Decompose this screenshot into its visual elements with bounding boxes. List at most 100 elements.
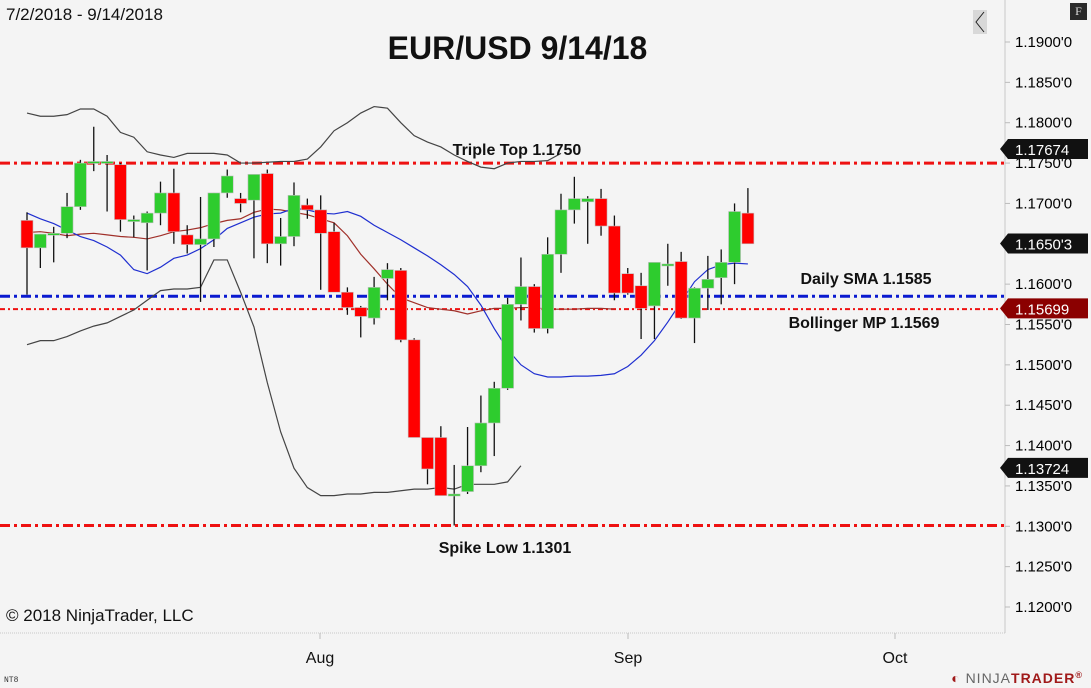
candle[interactable] xyxy=(194,196,207,302)
y-tick-label: 1.1300'0 xyxy=(1015,518,1072,535)
candle[interactable] xyxy=(741,188,755,245)
candle[interactable] xyxy=(60,192,74,239)
candle[interactable] xyxy=(287,182,301,247)
chevron-left-icon xyxy=(975,11,985,33)
sma-line xyxy=(26,207,748,378)
brand-red-text: TRADER xyxy=(1011,670,1076,686)
candle[interactable] xyxy=(661,243,675,286)
candle[interactable] xyxy=(154,181,167,226)
y-tick-label: 1.1750'0 xyxy=(1015,155,1072,172)
candle[interactable] xyxy=(568,176,581,224)
svg-text:1.13724: 1.13724 xyxy=(1015,461,1069,478)
y-tick-label: 1.1600'0 xyxy=(1015,276,1072,293)
candle[interactable] xyxy=(47,226,61,263)
candle[interactable] xyxy=(581,196,595,244)
candle[interactable] xyxy=(114,163,127,232)
daily-sma-annotation: Daily SMA 1.1585 xyxy=(800,271,931,288)
x-tick-label: Aug xyxy=(306,650,334,667)
price-marker-label: 1.15699 xyxy=(1000,298,1088,319)
y-tick-label: 1.1700'0 xyxy=(1015,195,1072,212)
candle[interactable] xyxy=(74,159,87,210)
svg-text:1.1650'3: 1.1650'3 xyxy=(1015,237,1072,254)
ninjatrader-logo: ◐ NINJATRADER® xyxy=(951,670,1083,686)
y-tick-label: 1.1900'0 xyxy=(1015,34,1072,51)
candle[interactable] xyxy=(487,381,501,457)
svg-text:1.15699: 1.15699 xyxy=(1015,301,1069,318)
x-tick-label: Oct xyxy=(883,650,908,667)
candle[interactable] xyxy=(701,255,715,310)
candle[interactable] xyxy=(608,215,621,301)
candle[interactable] xyxy=(100,154,114,212)
candle[interactable] xyxy=(301,198,314,219)
collapse-panel-button[interactable] xyxy=(973,10,987,34)
candle[interactable] xyxy=(367,276,381,325)
candle[interactable] xyxy=(140,211,154,271)
candle[interactable] xyxy=(634,272,648,340)
y-axis: 1.1900'0 1.1850'0 1.1800'0 1.1750'0 1.1700'0… xyxy=(1005,34,1072,616)
candle[interactable] xyxy=(648,262,661,340)
candle[interactable] xyxy=(234,192,247,213)
y-tick-label: 1.1550'0 xyxy=(1015,316,1072,333)
copyright-label: © 2018 NinjaTrader, LLC xyxy=(6,606,194,625)
x-tick-label: Sep xyxy=(614,650,643,667)
candle[interactable] xyxy=(688,287,701,344)
candle[interactable] xyxy=(421,437,434,485)
candle[interactable] xyxy=(527,284,541,333)
candle[interactable] xyxy=(461,427,474,494)
bollinger-mp-annotation: Bollinger MP 1.1569 xyxy=(789,315,940,332)
bollinger-upper-band xyxy=(26,105,562,170)
candle[interactable] xyxy=(554,193,568,273)
candle[interactable] xyxy=(474,395,488,473)
candle[interactable] xyxy=(341,287,354,315)
candle[interactable] xyxy=(34,233,47,268)
candle[interactable] xyxy=(674,251,688,319)
candle[interactable] xyxy=(728,203,741,285)
brand-registered-mark: ® xyxy=(1075,670,1083,680)
candle[interactable] xyxy=(501,297,514,390)
price-marker-label: 1.17674 xyxy=(1000,139,1088,160)
candle[interactable] xyxy=(354,305,368,338)
candle[interactable] xyxy=(327,222,341,293)
y-tick-label: 1.1450'0 xyxy=(1015,397,1072,414)
candle[interactable] xyxy=(167,168,181,244)
candles xyxy=(20,126,755,526)
price-marker-label: 1.1650'3 xyxy=(1000,233,1088,254)
candle[interactable] xyxy=(407,338,421,438)
candle[interactable] xyxy=(714,249,728,305)
candle[interactable] xyxy=(447,464,461,526)
price-marker-label: 1.13724 xyxy=(1000,457,1088,478)
chart-title: EUR/USD 9/14/18 xyxy=(387,30,648,66)
candle[interactable] xyxy=(394,267,408,343)
candle[interactable] xyxy=(20,212,34,295)
candle[interactable] xyxy=(621,267,635,295)
corner-menu-button[interactable]: F xyxy=(1070,3,1087,20)
candle[interactable] xyxy=(514,257,528,321)
candle[interactable] xyxy=(207,192,221,248)
candle[interactable] xyxy=(434,426,448,496)
candle[interactable] xyxy=(260,169,274,264)
candle[interactable] xyxy=(274,217,287,266)
y-tick-label: 1.1400'0 xyxy=(1015,438,1072,455)
y-tick-label: 1.1200'0 xyxy=(1015,599,1072,616)
candle[interactable] xyxy=(220,169,234,198)
date-range-label: 7/2/2018 - 9/14/2018 xyxy=(6,5,163,24)
candle[interactable] xyxy=(127,215,141,238)
candle[interactable] xyxy=(314,195,328,290)
y-tick-label: 1.1800'0 xyxy=(1015,115,1072,132)
logo-icon: ◐ xyxy=(951,670,966,686)
brand-plain-text: NINJA xyxy=(965,670,1012,686)
candle[interactable] xyxy=(594,188,608,236)
candle[interactable] xyxy=(87,126,101,172)
candle[interactable] xyxy=(381,263,394,301)
triple-top-annotation: Triple Top 1.1750 xyxy=(453,142,582,159)
y-tick-label: 1.1850'0 xyxy=(1015,74,1072,91)
y-tick-label: 1.1250'0 xyxy=(1015,559,1072,576)
candle[interactable] xyxy=(180,225,194,254)
y-tick-label: 1.1350'0 xyxy=(1015,478,1072,495)
svg-text:1.17674: 1.17674 xyxy=(1015,142,1069,159)
platform-mark: NT8 xyxy=(4,676,19,685)
candle[interactable] xyxy=(247,174,261,259)
candle[interactable] xyxy=(541,237,554,334)
y-tick-label: 1.1500'0 xyxy=(1015,357,1072,374)
